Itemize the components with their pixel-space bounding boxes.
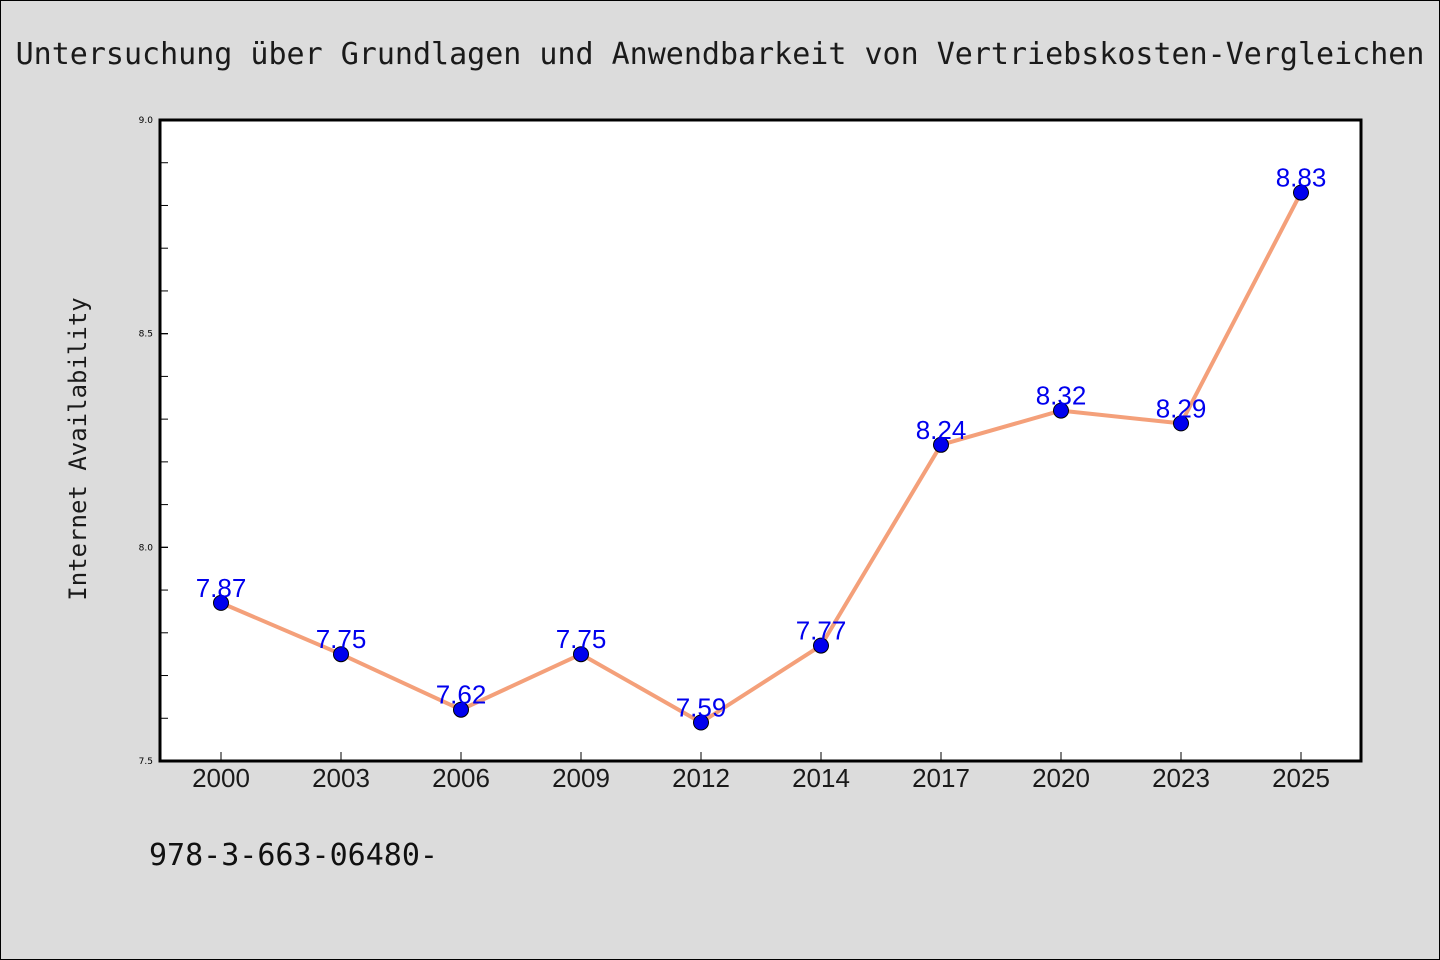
data-label: 8.24 xyxy=(916,415,967,445)
data-label: 7.87 xyxy=(196,573,247,603)
plot-area xyxy=(160,120,1361,761)
data-label: 8.83 xyxy=(1276,163,1327,193)
data-point xyxy=(573,646,589,663)
y-tick-label: 9.0 xyxy=(139,116,154,126)
data-point xyxy=(813,637,829,654)
y-tick-label: 7.5 xyxy=(139,757,153,767)
x-tick-label: 2006 xyxy=(432,763,490,793)
series-line xyxy=(219,190,1303,725)
series-layer xyxy=(213,184,1309,731)
data-label: 7.75 xyxy=(316,624,367,654)
data-point xyxy=(453,701,469,718)
data-label: 7.77 xyxy=(796,616,847,646)
y-axis-label: Internet Availability xyxy=(64,297,92,600)
x-tick-label: 2012 xyxy=(672,763,730,793)
x-tick-label: 2009 xyxy=(552,763,610,793)
data-label: 7.62 xyxy=(436,680,487,710)
data-label: 7.75 xyxy=(556,624,607,654)
data-point xyxy=(1053,402,1069,419)
x-tick-label: 2014 xyxy=(792,763,850,793)
y-tick-label: 8.5 xyxy=(139,330,153,340)
data-point xyxy=(693,714,709,731)
x-tick-label: 2017 xyxy=(912,763,970,793)
data-point xyxy=(213,594,229,611)
x-tick-label: 2000 xyxy=(192,763,250,793)
y-tick-label: 8.0 xyxy=(139,543,154,553)
data-point xyxy=(333,646,349,663)
data-point xyxy=(1173,415,1189,432)
chart-title: Untersuchung über Grundlagen und Anwendb… xyxy=(16,37,1425,72)
data-label: 8.32 xyxy=(1036,381,1087,411)
data-label: 8.29 xyxy=(1156,393,1207,423)
data-labels: 7.87 7.75 7.62 7.75 7.59 7.77 8.24 8.32 8.29 8.83 xyxy=(196,163,1327,723)
data-point xyxy=(933,436,949,453)
x-axis-ticks: 2000 2003 2006 2009 2012 2014 2017 2020 2023 2025 xyxy=(192,752,1330,793)
footer-isbn: 978-3-663-06480- xyxy=(149,838,438,873)
x-tick-label: 2025 xyxy=(1272,763,1330,793)
x-tick-label: 2023 xyxy=(1152,763,1210,793)
data-label: 7.59 xyxy=(676,693,727,723)
x-tick-label: 2003 xyxy=(312,763,370,793)
x-tick-label: 2020 xyxy=(1032,763,1090,793)
plot-border xyxy=(158,118,1363,763)
data-point xyxy=(1293,184,1309,201)
